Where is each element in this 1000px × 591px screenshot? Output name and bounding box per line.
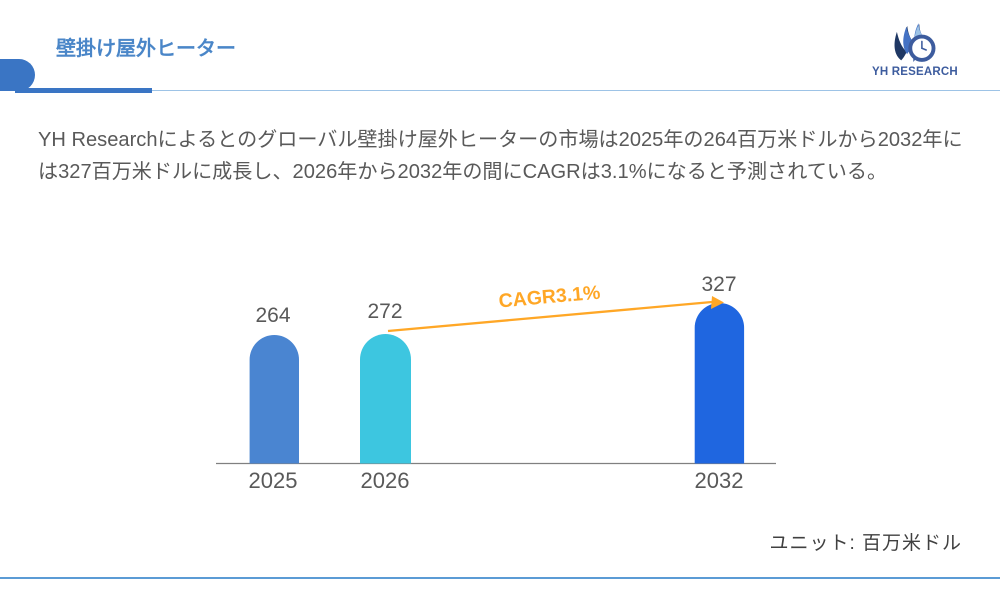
svg-text:327: 327 (701, 273, 736, 296)
svg-text:2025: 2025 (249, 468, 298, 493)
svg-text:CAGR3.1%: CAGR3.1% (498, 282, 601, 313)
svg-text:2032: 2032 (695, 468, 744, 493)
svg-text:264: 264 (255, 304, 290, 327)
svg-text:2026: 2026 (361, 468, 410, 493)
svg-text:272: 272 (367, 300, 402, 323)
